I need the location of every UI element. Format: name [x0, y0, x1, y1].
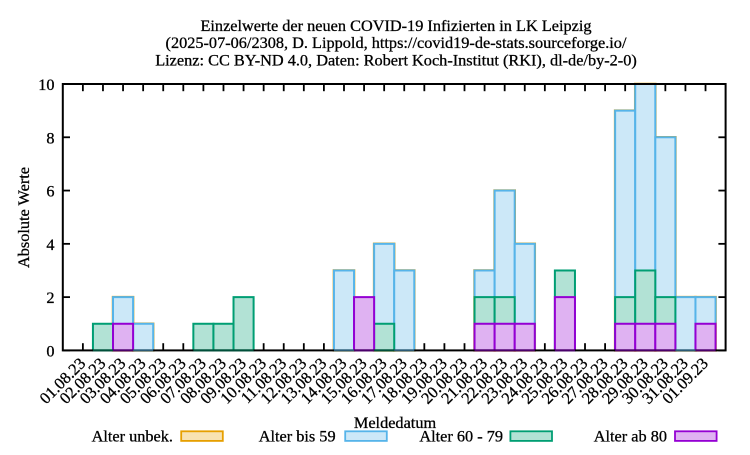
svg-text:Absolute Werte: Absolute Werte: [14, 167, 33, 268]
svg-text:0: 0: [46, 341, 54, 360]
svg-text:Alter 60 - 79: Alter 60 - 79: [419, 427, 503, 446]
svg-text:Alter unbek.: Alter unbek.: [92, 427, 173, 446]
svg-text:10: 10: [38, 75, 54, 94]
svg-text:Meldedatum: Meldedatum: [354, 413, 437, 432]
svg-text:Lizenz: CC BY-ND 4.0, Daten: R: Lizenz: CC BY-ND 4.0, Daten: Robert Koch…: [155, 50, 637, 69]
svg-text:2: 2: [46, 288, 54, 307]
svg-text:6: 6: [46, 182, 54, 201]
svg-text:4: 4: [46, 235, 54, 254]
svg-text:Einzelwerte der neuen COVID-19: Einzelwerte der neuen COVID-19 Infiziert…: [200, 16, 591, 35]
svg-text:Alter bis 59: Alter bis 59: [259, 427, 336, 446]
svg-text:8: 8: [46, 128, 54, 147]
svg-text:(2025-07-06/2308, D. Lippold,: (2025-07-06/2308, D. Lippold, https://co…: [166, 33, 627, 52]
svg-text:Alter ab 80: Alter ab 80: [594, 427, 667, 446]
